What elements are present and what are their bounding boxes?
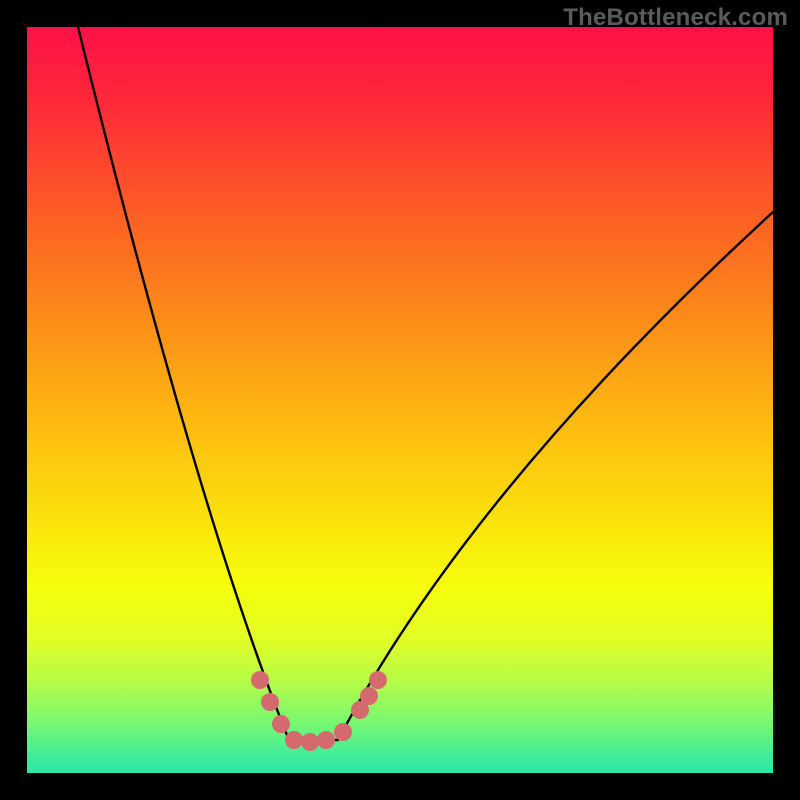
minimum-marker bbox=[251, 671, 269, 689]
watermark-text: TheBottleneck.com bbox=[563, 4, 788, 32]
minimum-marker bbox=[301, 733, 319, 751]
minimum-marker bbox=[285, 731, 303, 749]
minimum-marker bbox=[272, 715, 290, 733]
plot-area bbox=[27, 27, 773, 773]
minimum-marker bbox=[360, 687, 378, 705]
minimum-marker bbox=[334, 723, 352, 741]
minimum-marker bbox=[317, 731, 335, 749]
minimum-marker bbox=[369, 671, 387, 689]
minimum-marker bbox=[261, 693, 279, 711]
chart-svg bbox=[0, 0, 800, 800]
chart-stage: TheBottleneck.com bbox=[0, 0, 800, 800]
